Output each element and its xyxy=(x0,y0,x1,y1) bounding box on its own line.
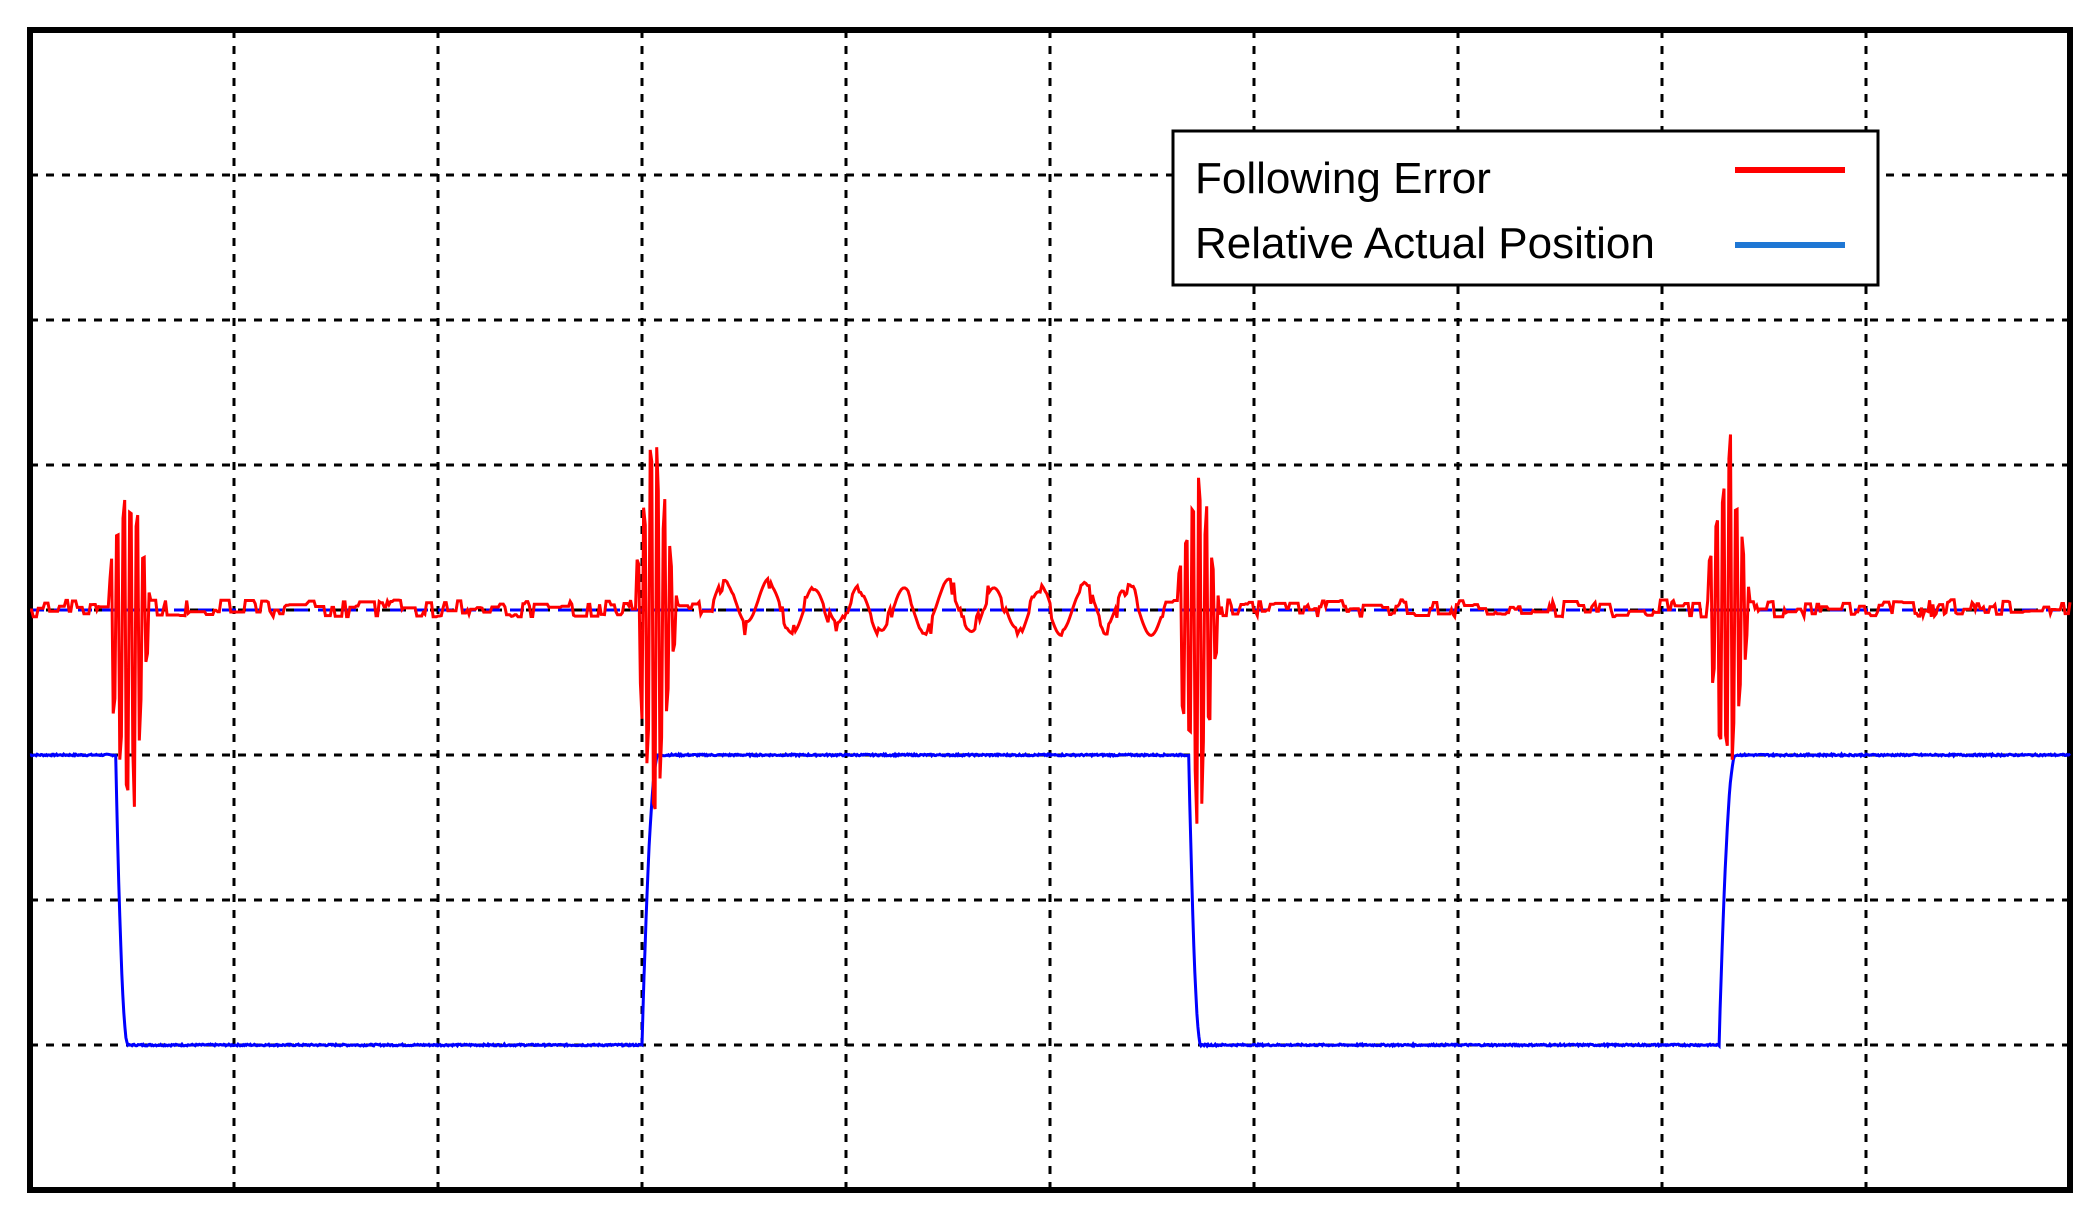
legend: Following Error Relative Actual Position xyxy=(1171,129,1880,287)
series-line-relative-actual-position xyxy=(29,751,2072,1050)
legend-box xyxy=(1171,129,1880,287)
series-layer xyxy=(29,434,2072,1050)
legend-label-following-error: Following Error xyxy=(1195,154,1491,203)
legend-label-relative-actual-position: Relative Actual Position xyxy=(1195,219,1655,268)
series-line-following-error xyxy=(30,434,2072,824)
